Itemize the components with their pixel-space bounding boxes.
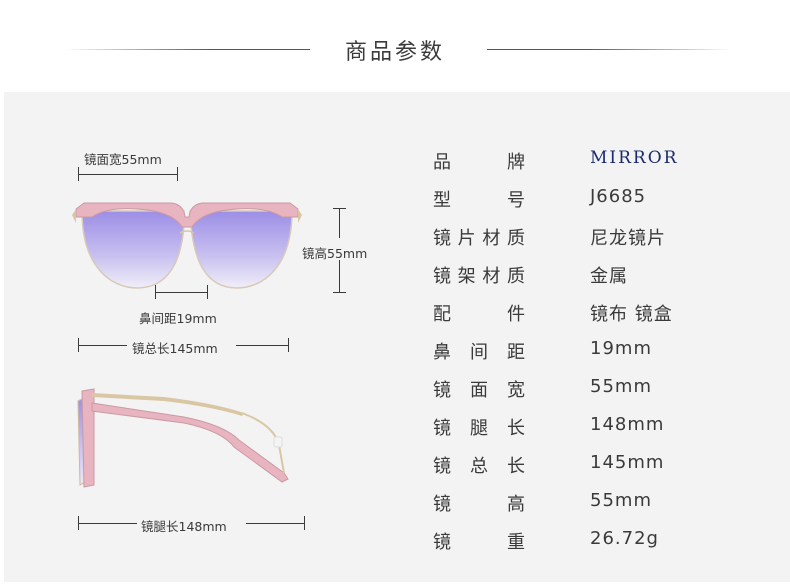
spec-value: 55mm <box>590 490 652 511</box>
lens-height-label: 镜高55mm <box>302 246 368 261</box>
spec-label-char: 镜 <box>433 418 451 439</box>
spec-label-char: 架 <box>457 266 476 287</box>
spec-row: 镜重 26.72g <box>433 528 753 556</box>
spec-label-char: 型 <box>433 190 451 211</box>
spec-value: 镜布 镜盒 <box>590 304 673 325</box>
page-title: 商品参数 <box>344 40 445 65</box>
spec-label-char: 镜 <box>433 532 451 553</box>
lens-height-line-top <box>339 208 340 238</box>
spec-label-char: 牌 <box>507 152 525 173</box>
spec-value: 26.72g <box>590 528 659 549</box>
spec-value: J6685 <box>590 186 647 207</box>
spec-label-char: 质 <box>506 266 525 287</box>
total-length-label: 镜总长145mm <box>132 341 218 356</box>
nose-distance-line <box>156 292 207 293</box>
spec-value: 尼龙镜片 <box>590 228 666 249</box>
spec-label-char: 镜 <box>433 380 451 401</box>
spec-row: 镜片材质 尼龙镜片 <box>433 224 753 252</box>
spec-label-char: 总 <box>470 456 488 477</box>
spec-row: 型号 J6685 <box>433 186 753 214</box>
spec-label-char: 重 <box>507 532 525 553</box>
spec-label-char: 距 <box>507 342 525 363</box>
lens-height-tick-top <box>333 208 346 209</box>
spec-label: 镜架材质 <box>433 262 525 288</box>
spec-label-char: 长 <box>507 418 525 439</box>
temple-length-tick-right <box>304 516 305 530</box>
spec-label-char: 号 <box>507 190 525 211</box>
spec-label-char: 长 <box>507 456 525 477</box>
page-header: 商品参数 <box>0 0 790 92</box>
spec-label: 鼻间距 <box>433 338 525 364</box>
spec-value: 19mm <box>590 338 652 359</box>
total-length-tick-left <box>78 338 79 352</box>
lens-width-tick-left <box>78 167 79 181</box>
spec-row: 镜总长 145mm <box>433 452 753 480</box>
spec-value: 金属 <box>590 266 628 287</box>
spec-label: 品牌 <box>433 148 525 174</box>
spec-label: 镜腿长 <box>433 414 525 440</box>
spec-label-char: 镜 <box>433 456 451 477</box>
header-divider-left <box>65 49 310 50</box>
lens-width-tick-right <box>177 167 178 181</box>
spec-row: 镜面宽 55mm <box>433 376 753 404</box>
brand-value: MIRROR <box>590 148 679 168</box>
glasses-side-view <box>77 388 289 488</box>
spec-label-char: 品 <box>433 152 451 173</box>
spec-label: 镜重 <box>433 528 525 554</box>
spec-label-char: 质 <box>506 228 525 249</box>
header-divider-right <box>487 49 732 50</box>
spec-row: 鼻间距 19mm <box>433 338 753 366</box>
temple-length-line-left <box>79 523 137 524</box>
temple-length-line-right <box>246 523 304 524</box>
spec-row: 配件镜布 镜盒 <box>433 300 753 328</box>
spec-row: 镜腿长 148mm <box>433 414 753 442</box>
spec-label-char: 腿 <box>470 418 488 439</box>
lens-width-line <box>79 174 177 175</box>
product-params-panel <box>4 92 790 582</box>
spec-label-char: 材 <box>482 228 501 249</box>
total-length-tick-right <box>288 338 289 352</box>
spec-label: 镜高 <box>433 490 525 516</box>
spec-label-char: 鼻 <box>433 342 451 363</box>
total-length-line-right <box>236 345 288 346</box>
spec-label-char: 镜 <box>433 494 451 515</box>
spec-label: 配件 <box>433 300 525 326</box>
spec-label-char: 件 <box>507 304 525 325</box>
spec-label-char: 片 <box>457 228 476 249</box>
temple-length-tick-left <box>78 516 79 530</box>
spec-label-char: 高 <box>507 494 525 515</box>
spec-label-char: 镜 <box>433 266 451 287</box>
temple-length-label: 镜腿长148mm <box>141 519 227 534</box>
spec-label-char: 面 <box>470 380 488 401</box>
spec-label: 镜总长 <box>433 452 525 478</box>
lens-width-label: 镜面宽55mm <box>84 152 162 167</box>
glasses-front-view <box>72 202 302 289</box>
total-length-line-left <box>79 345 127 346</box>
spec-label: 镜片材质 <box>433 224 525 250</box>
spec-label-char: 材 <box>482 266 501 287</box>
spec-row: 镜架材质 金属 <box>433 262 753 290</box>
lens-height-tick-bottom <box>333 292 346 293</box>
spec-value: 145mm <box>590 452 665 473</box>
spec-value: 148mm <box>590 414 665 435</box>
spec-label: 型号 <box>433 186 525 212</box>
lens-height-line-bottom <box>339 260 340 292</box>
spec-label: 镜面宽 <box>433 376 525 402</box>
spec-value: 55mm <box>590 376 652 397</box>
spec-label-char: 宽 <box>507 380 525 401</box>
spec-row: 镜高 55mm <box>433 490 753 518</box>
nose-distance-label: 鼻间距19mm <box>139 311 217 326</box>
nose-distance-tick-right <box>207 285 208 299</box>
spec-label-char: 间 <box>470 342 488 363</box>
nose-distance-tick-left <box>155 285 156 299</box>
spec-label-char: 配 <box>433 304 451 325</box>
spec-label-char: 镜 <box>433 228 451 249</box>
spec-row: 品牌 MIRROR <box>433 148 753 176</box>
